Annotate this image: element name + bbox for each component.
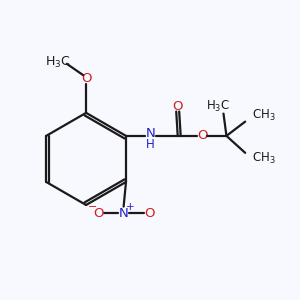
Text: N: N	[119, 207, 128, 220]
Text: −: −	[88, 202, 97, 212]
Text: O: O	[172, 100, 182, 113]
Text: O: O	[144, 207, 155, 220]
Text: O: O	[93, 207, 104, 220]
Text: N: N	[146, 127, 155, 140]
Text: CH$_3$: CH$_3$	[252, 108, 275, 123]
Text: O: O	[197, 129, 207, 142]
Text: +: +	[126, 202, 135, 212]
Text: H: H	[146, 138, 155, 151]
Text: CH$_3$: CH$_3$	[252, 151, 275, 166]
Text: H$_3$C: H$_3$C	[206, 99, 230, 114]
Text: H$_3$C: H$_3$C	[45, 55, 70, 70]
Text: O: O	[82, 72, 92, 85]
